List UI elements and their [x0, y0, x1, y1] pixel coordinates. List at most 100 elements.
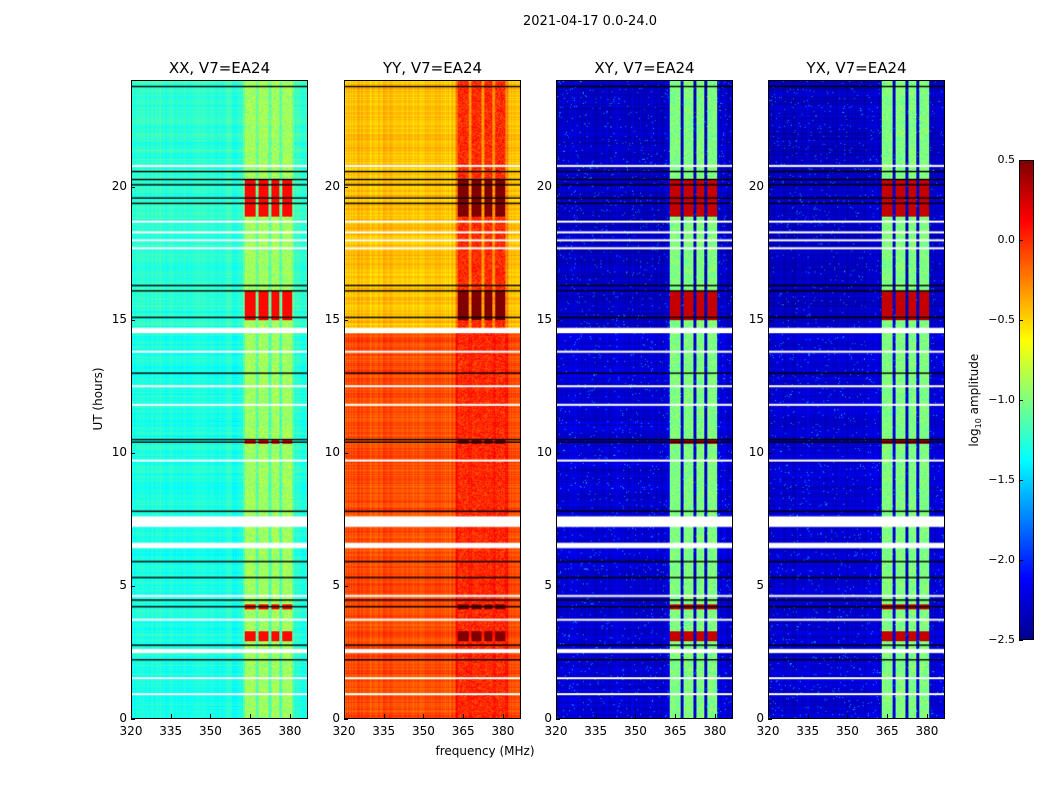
y-tick-label: 15 — [324, 311, 340, 326]
y-tick-mark — [344, 186, 348, 188]
y-tick-label: 5 — [332, 577, 340, 592]
x-tick-mark — [768, 714, 769, 718]
y-tick-label: 10 — [111, 444, 127, 459]
y-tick-label: 15 — [111, 311, 127, 326]
x-tick-label: 335 — [796, 724, 820, 738]
x-tick-label: 335 — [584, 724, 608, 738]
x-tick-mark — [170, 714, 172, 718]
x-tick-mark — [289, 714, 291, 718]
x-tick-label: 350 — [624, 724, 647, 738]
heatmap-cells — [345, 81, 520, 718]
colorbar-tick-mark — [1019, 240, 1023, 241]
y-axis-label: UT (hours) — [91, 367, 105, 431]
y-tick-mark — [768, 452, 772, 454]
y-tick-mark — [344, 585, 348, 587]
x-tick-label: 380 — [491, 724, 515, 738]
y-tick-label: 20 — [111, 178, 127, 193]
colorbar-label-log: log — [966, 428, 981, 447]
colorbar-tick-mark — [1019, 160, 1023, 161]
colorbar-label-sub: 10 — [974, 418, 984, 429]
x-tick-mark — [635, 714, 637, 718]
y-tick-mark — [556, 585, 560, 587]
y-tick-label: 15 — [748, 311, 764, 326]
x-axis-label: frequency (MHz) — [435, 744, 535, 758]
heatmap-panel-4 — [768, 80, 945, 719]
y-tick-label: 15 — [536, 311, 552, 326]
heatmap-panel-2 — [344, 80, 521, 719]
x-tick-mark — [556, 714, 557, 718]
x-tick-label: 350 — [199, 724, 222, 738]
y-tick-mark — [344, 719, 348, 720]
panel-title: XY, V7=EA24 — [594, 59, 695, 77]
x-tick-mark — [344, 714, 345, 718]
colorbar-tick-label: −2.0 — [988, 553, 1015, 566]
y-tick-label: 20 — [324, 178, 340, 193]
y-tick-mark — [556, 319, 560, 321]
colorbar-tick-label: 0.0 — [997, 233, 1016, 246]
panel-title: YX, V7=EA24 — [806, 59, 907, 77]
x-tick-label: 365 — [238, 724, 262, 738]
y-tick-mark — [131, 719, 135, 720]
x-tick-label: 335 — [159, 724, 183, 738]
y-tick-label: 0 — [332, 711, 340, 725]
colorbar-tick-mark — [1019, 560, 1023, 561]
heatmap-cells — [132, 81, 307, 718]
x-tick-label: 320 — [332, 724, 356, 738]
y-tick-mark — [556, 452, 560, 454]
colorbar-tick-mark — [1019, 320, 1023, 321]
y-tick-label: 10 — [748, 444, 764, 459]
heatmap-cells — [557, 81, 732, 718]
y-tick-label: 20 — [536, 178, 552, 193]
panel-title: XX, V7=EA24 — [168, 59, 271, 77]
y-tick-mark — [344, 319, 348, 321]
x-tick-label: 350 — [836, 724, 859, 738]
x-tick-label: 320 — [756, 724, 780, 738]
x-tick-mark — [423, 714, 425, 718]
y-tick-mark — [131, 585, 135, 587]
y-tick-label: 10 — [536, 444, 552, 459]
colorbar-tick-mark — [1019, 400, 1023, 401]
y-tick-mark — [131, 319, 135, 321]
y-tick-mark — [131, 186, 135, 188]
y-tick-label: 5 — [119, 577, 127, 592]
y-tick-label: 10 — [324, 444, 340, 459]
x-tick-mark — [502, 714, 504, 718]
colorbar-tick-label: 0.5 — [997, 153, 1016, 166]
x-tick-mark — [463, 714, 465, 718]
x-tick-label: 380 — [278, 724, 302, 738]
y-tick-label: 5 — [756, 577, 764, 592]
x-tick-mark — [807, 714, 809, 718]
x-tick-mark — [383, 714, 385, 718]
y-tick-mark — [131, 452, 135, 454]
x-tick-mark — [847, 714, 849, 718]
x-tick-label: 350 — [412, 724, 435, 738]
x-tick-mark — [887, 714, 889, 718]
x-tick-label: 320 — [119, 724, 143, 738]
x-tick-mark — [675, 714, 677, 718]
heatmap-cells — [769, 81, 944, 718]
x-tick-mark — [131, 714, 132, 718]
y-tick-label: 20 — [748, 178, 764, 193]
y-tick-mark — [768, 319, 772, 321]
heatmap-panel-1 — [131, 80, 308, 719]
colorbar-tick-mark — [1019, 640, 1023, 641]
x-tick-label: 320 — [544, 724, 568, 738]
x-tick-mark — [714, 714, 716, 718]
colorbar-tick-label: −1.5 — [988, 473, 1015, 486]
panel-title: YY, V7=EA24 — [382, 59, 483, 77]
x-tick-mark — [250, 714, 252, 718]
x-tick-label: 365 — [451, 724, 475, 738]
y-tick-mark — [768, 186, 772, 188]
x-tick-label: 335 — [372, 724, 396, 738]
x-tick-label: 380 — [703, 724, 727, 738]
colorbar-label-rest: amplitude — [966, 353, 981, 419]
y-tick-label: 0 — [756, 711, 764, 725]
y-tick-mark — [768, 719, 772, 720]
colorbar-tick-label: −1.0 — [988, 393, 1015, 406]
y-tick-mark — [556, 186, 560, 188]
y-tick-label: 5 — [544, 577, 552, 592]
colorbar-tick-label: −2.5 — [988, 633, 1015, 646]
y-tick-mark — [556, 719, 560, 720]
x-tick-label: 380 — [915, 724, 939, 738]
heatmap-panel-3 — [556, 80, 733, 719]
